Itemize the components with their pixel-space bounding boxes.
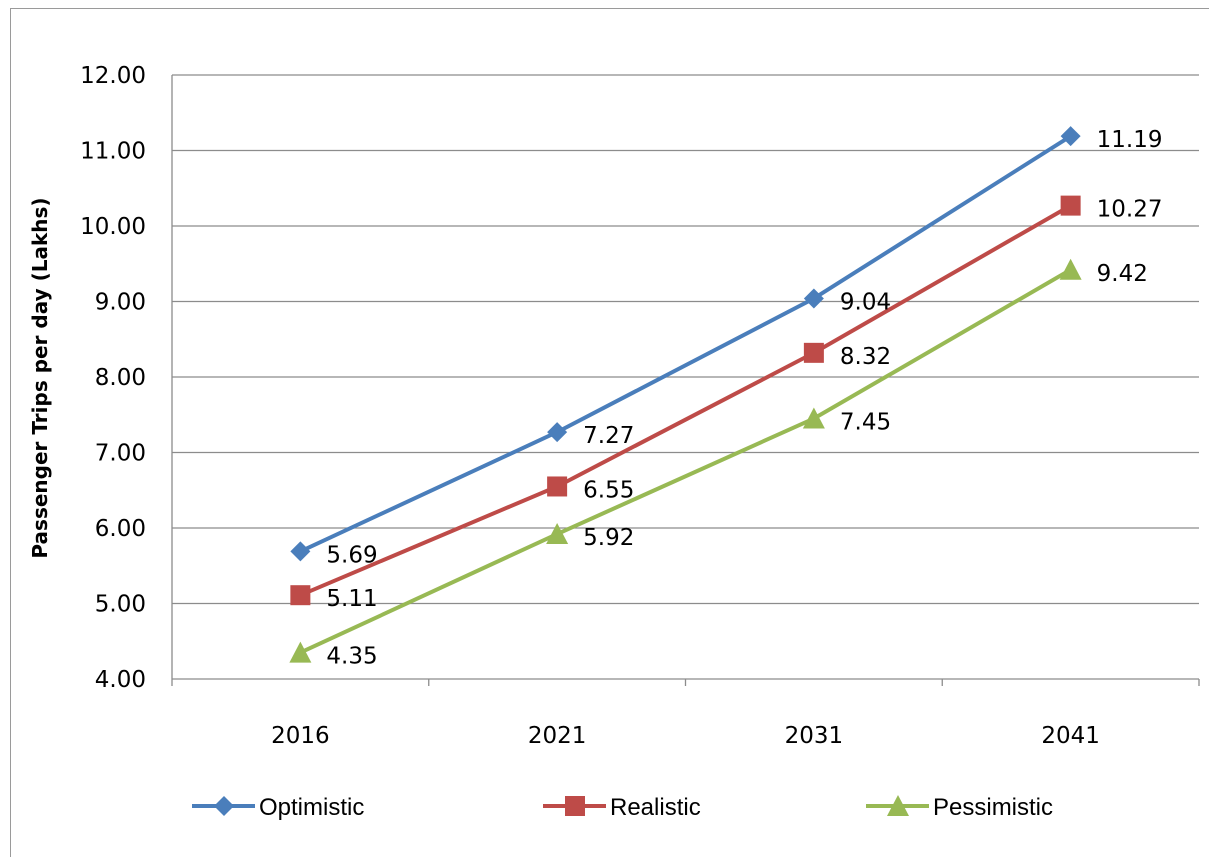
marker-diamond (1060, 126, 1081, 147)
data-labels: 5.69 7.27 9.04 11.19 5.11 6.55 8.32 10.27 4.35 5.… (326, 127, 1162, 669)
data-label: 9.42 (1097, 261, 1148, 287)
y-tick-label: 9.00 (95, 290, 146, 316)
y-tick-label: 10.00 (80, 214, 146, 240)
marker-square (290, 585, 311, 606)
y-tick-label: 8.00 (95, 365, 146, 391)
series-optimistic (290, 126, 1081, 562)
data-label: 11.19 (1097, 127, 1163, 153)
y-tick-label: 12.00 (80, 63, 146, 89)
marker-diamond (290, 541, 311, 562)
series-lines (289, 126, 1082, 663)
marker-triangle (1059, 258, 1082, 280)
y-tick-label: 7.00 (95, 441, 146, 467)
y-tick-label: 4.00 (95, 667, 146, 693)
legend-item-realistic: Realistic (543, 794, 701, 821)
marker-square (565, 796, 585, 816)
y-tick-label: 5.00 (95, 592, 146, 618)
y-tick-label: 6.00 (95, 516, 146, 542)
axes: 4.00 5.00 6.00 7.00 8.00 9.00 10.00 11.00 12.00 2… (80, 63, 1200, 749)
x-tick-label: 2016 (271, 723, 330, 749)
data-label: 7.45 (840, 410, 891, 436)
legend-item-pessimistic: Pessimistic (866, 794, 1053, 821)
series-line (299, 203, 1072, 598)
data-label: 8.32 (840, 344, 891, 370)
marker-diamond (547, 422, 568, 443)
series-pessimistic (289, 258, 1082, 663)
y-tick-label: 11.00 (80, 139, 146, 165)
marker-square (1060, 195, 1081, 216)
marker-triangle (289, 641, 312, 663)
data-label: 5.69 (326, 542, 377, 568)
x-tick-label: 2031 (785, 723, 844, 749)
data-label: 5.92 (583, 525, 634, 551)
data-label: 4.35 (326, 644, 377, 670)
series-line (299, 268, 1072, 655)
legend-label: Optimistic (259, 794, 364, 821)
data-label: 10.27 (1097, 197, 1163, 223)
data-label: 6.55 (583, 477, 634, 503)
x-tick-label: 2041 (1041, 723, 1100, 749)
marker-square (803, 342, 824, 363)
x-tick-label: 2021 (528, 723, 587, 749)
chart-frame (10, 8, 1209, 857)
gridlines (172, 74, 1199, 605)
legend-label: Realistic (610, 794, 701, 821)
legend: Optimistic Realistic Pessimistic (192, 794, 1053, 821)
marker-triangle (546, 523, 569, 545)
legend-label: Pessimistic (933, 794, 1053, 821)
data-label: 5.11 (326, 586, 377, 612)
marker-square (547, 476, 568, 497)
marker-diamond (214, 796, 234, 816)
y-axis-title: Passenger Trips per day (Lakhs) (28, 197, 52, 558)
data-label: 7.27 (583, 423, 634, 449)
series-realistic (290, 195, 1081, 606)
data-label: 9.04 (840, 289, 891, 315)
series-line (299, 134, 1072, 554)
marker-triangle (887, 795, 909, 816)
marker-triangle (802, 407, 825, 429)
legend-item-optimistic: Optimistic (192, 794, 364, 821)
marker-diamond (803, 288, 824, 309)
